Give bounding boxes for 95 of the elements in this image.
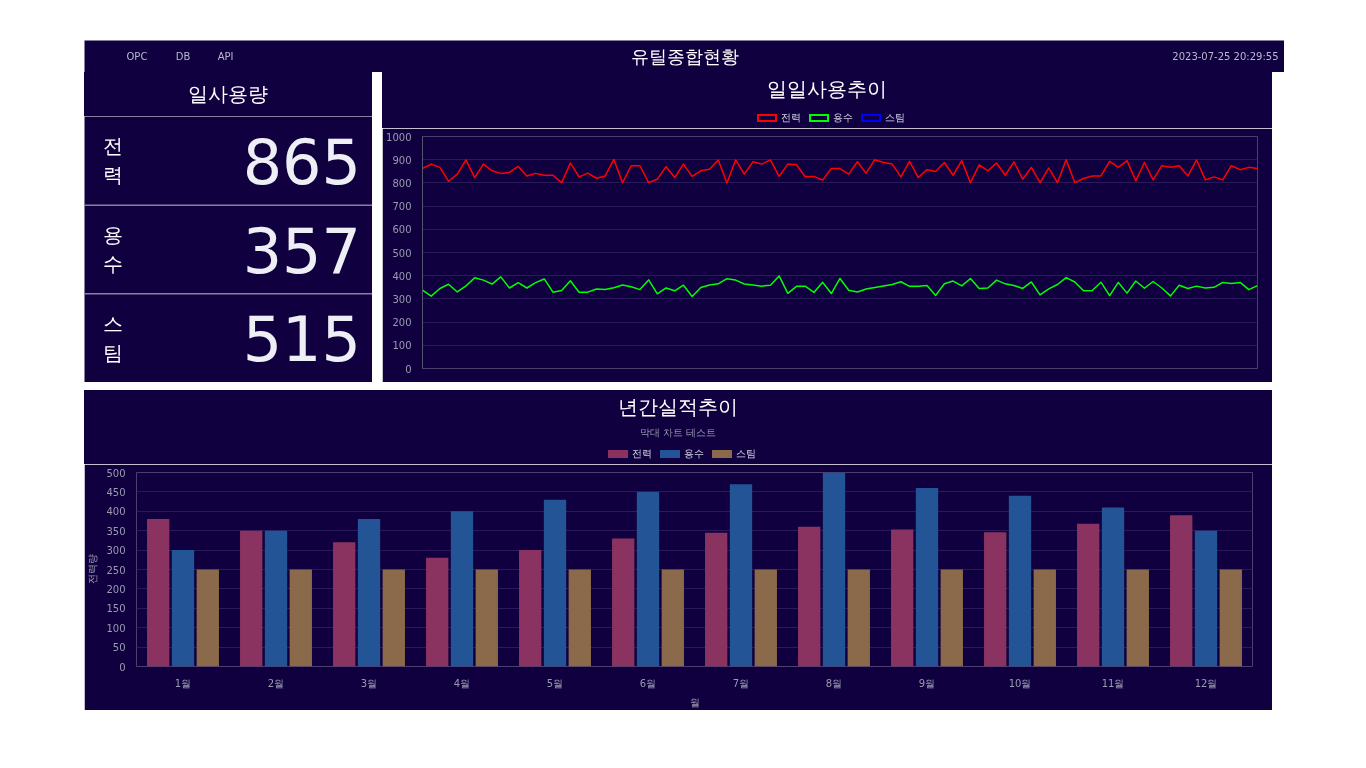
line-series [422, 275, 1258, 298]
bar [171, 550, 195, 667]
data-label: 515 [242, 303, 361, 377]
bar [240, 530, 263, 667]
text: API [217, 51, 234, 62]
bar [661, 569, 684, 667]
bar [612, 538, 635, 667]
bar [519, 550, 542, 667]
legend-label: 스팀 [885, 111, 905, 123]
legend-label: 용수 [684, 447, 704, 459]
bar [543, 499, 567, 667]
y-tick-label: 0 [405, 363, 412, 375]
bar [705, 532, 728, 667]
x-tick-label: 11월 [1101, 677, 1125, 689]
bar [984, 532, 1007, 667]
y-tick-label: 0 [119, 661, 126, 673]
y-tick-label: 700 [392, 201, 412, 213]
y-tick-label: 350 [106, 525, 126, 537]
legend-label: 전력 [632, 447, 652, 459]
y-tick-label: 250 [106, 564, 126, 576]
y-tick-label: 900 [392, 154, 412, 166]
x-tick-label: 6월 [639, 677, 657, 689]
x-tick-label: 10월 [1008, 677, 1032, 689]
bar [1194, 530, 1218, 667]
bar [798, 526, 821, 667]
bar [333, 542, 356, 667]
bar [382, 569, 405, 667]
bar [847, 569, 870, 667]
bar [196, 569, 219, 667]
y-tick-label: 200 [392, 317, 412, 329]
x-tick-label: 8월 [825, 677, 843, 689]
text: 2023-07-25 20:29:55 [1172, 51, 1279, 62]
y-tick-label: 100 [392, 340, 412, 352]
y-tick-label: 400 [392, 270, 412, 282]
bar [1033, 569, 1056, 667]
y-tick-label: 450 [106, 486, 126, 498]
data-label: 865 [242, 125, 361, 199]
bar [754, 569, 777, 667]
y-tick-label: 1000 [386, 131, 412, 143]
bar [357, 519, 381, 667]
x-tick-label: 3월 [360, 677, 378, 689]
text: 일사용량 [84, 72, 372, 116]
x-tick-label: 7월 [732, 677, 750, 689]
x-axis-title: 월 [689, 696, 700, 708]
chart-subtitle: 막대 차트 테스트 [84, 424, 1272, 442]
chart-title: 년간실적추이 [84, 390, 1272, 424]
x-tick-label: 5월 [546, 677, 564, 689]
category-label: 용수 [103, 223, 124, 276]
y-tick-label: 300 [392, 293, 412, 305]
y-tick-label: 50 [112, 642, 126, 654]
legend-label: 용수 [833, 111, 853, 123]
bar [1101, 507, 1125, 667]
bar [822, 472, 846, 667]
text: 유틸종합현황 [630, 46, 739, 67]
bar [568, 569, 591, 667]
y-tick-label: 800 [392, 177, 412, 189]
text: OPC [126, 51, 148, 62]
bar [475, 569, 498, 667]
y-tick-label: 400 [106, 506, 126, 518]
y-tick-label: 500 [392, 247, 412, 259]
bar [915, 488, 939, 667]
x-tick-label: 1월 [174, 677, 192, 689]
bar [636, 491, 660, 667]
bar [1008, 495, 1032, 667]
bar [1126, 569, 1149, 667]
y-tick-label: 150 [106, 603, 126, 615]
y-tick-label: 300 [106, 545, 126, 557]
line-series [422, 158, 1258, 184]
bar [289, 569, 312, 667]
bar [426, 557, 449, 667]
x-tick-label: 9월 [918, 677, 936, 689]
category-label: 스팀 [103, 311, 124, 365]
x-tick-label: 2월 [267, 677, 285, 689]
bar [729, 484, 753, 667]
y-axis-title: 전력량 [87, 554, 99, 585]
bar [1170, 515, 1193, 667]
legend-label: 스팀 [736, 447, 756, 459]
y-tick-label: 200 [106, 583, 126, 595]
bar [450, 511, 474, 667]
legend-label: 전력 [781, 111, 801, 123]
bar [891, 529, 914, 667]
y-tick-label: 600 [392, 224, 412, 236]
bar [1219, 569, 1242, 667]
text: DB [175, 51, 191, 62]
y-tick-label: 100 [106, 622, 126, 634]
bar [147, 519, 170, 667]
category-label: 전력 [103, 134, 124, 188]
x-tick-label: 4월 [453, 677, 471, 689]
bar [264, 530, 288, 667]
data-label: 357 [242, 214, 361, 288]
chart-title: 일일사용추이 [382, 72, 1272, 106]
bar [1077, 523, 1100, 667]
bar [940, 569, 963, 667]
y-tick-label: 500 [106, 467, 126, 479]
x-tick-label: 12월 [1194, 677, 1218, 689]
